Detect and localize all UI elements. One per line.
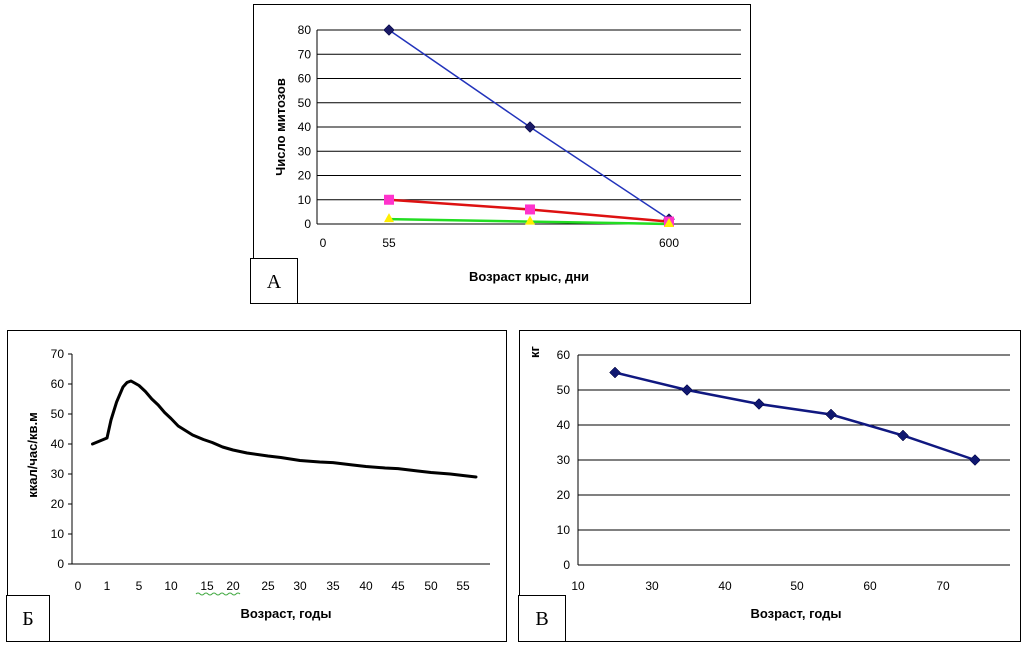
c-y-tick-label: 50 [557, 383, 571, 397]
a-data-point [525, 215, 535, 225]
c-series-line [614, 371, 976, 462]
c-x-tick-label: 10 [571, 579, 585, 593]
c-y-tick-label: 40 [557, 418, 571, 432]
c-y-tick-label: 10 [557, 523, 571, 537]
c-y-tick-label: 30 [557, 453, 571, 467]
a-data-point [384, 194, 394, 205]
a-y-tick-label: 0 [304, 217, 311, 231]
c-data-point [609, 366, 621, 379]
panel-label-a: А [250, 258, 298, 304]
a-y-axis-title: Число митозов [273, 78, 288, 176]
a-x-axis-title: Возраст крыс, дни [469, 269, 589, 284]
chart-panel-b [7, 330, 507, 642]
b-y-tick-label: 60 [51, 377, 65, 391]
c-data-point [753, 398, 765, 410]
c-x-tick-label: 70 [936, 579, 950, 593]
a-y-tick-label: 20 [298, 169, 312, 183]
c-y-axis-title: кг [527, 345, 542, 358]
c-x-tick-label: 60 [863, 579, 877, 593]
b-y-tick-label: 30 [51, 467, 65, 481]
b-y-tick-label: 50 [51, 407, 65, 421]
a-y-tick-label: 50 [298, 96, 312, 110]
b-x-tick-label: 1 [104, 579, 111, 593]
b-y-tick-label: 10 [51, 527, 65, 541]
b-y-axis-title: ккал/час/кв.м [25, 412, 40, 497]
b-x-tick-label: 35 [326, 579, 340, 593]
b-x-axis-title: Возраст, годы [241, 606, 332, 621]
chart-panel-c [519, 330, 1021, 642]
b-series-line [91, 379, 478, 479]
a-data-point [524, 121, 536, 133]
b-y-tick-label: 20 [51, 497, 65, 511]
a-data-point [525, 204, 535, 215]
c-x-tick-label: 30 [645, 579, 659, 593]
c-y-tick-label: 0 [563, 558, 570, 572]
b-x-tick-label: 15 [200, 579, 214, 593]
a-x-tick-label: 55 [382, 236, 396, 250]
b-x-tick-label: 0 [75, 579, 82, 593]
a-y-tick-label: 10 [298, 193, 312, 207]
a-data-point [664, 218, 674, 227]
c-x-tick-label: 50 [790, 579, 804, 593]
c-x-tick-label: 40 [718, 579, 732, 593]
panel-label-b: Б [6, 595, 50, 642]
a-y-tick-label: 70 [298, 47, 312, 61]
c-y-tick-label: 20 [557, 488, 571, 502]
a-y-tick-label: 80 [298, 23, 312, 37]
c-y-tick-label: 60 [557, 348, 571, 362]
b-y-tick-label: 70 [51, 347, 65, 361]
a-y-tick-label: 30 [298, 144, 312, 158]
b-x-tick-label: 55 [456, 579, 470, 593]
a-x-tick-label: 600 [659, 236, 679, 250]
a-y-tick-label: 40 [298, 120, 312, 134]
a-x-tick-label: 0 [320, 236, 327, 250]
a-data-point [384, 213, 394, 223]
b-x-tick-label: 40 [359, 579, 373, 593]
b-x-tick-label: 45 [391, 579, 405, 593]
a-y-tick-label: 60 [298, 72, 312, 86]
b-x-tick-label: 10 [164, 579, 178, 593]
b-x-tick-label: 5 [136, 579, 143, 593]
b-x-tick-label: 25 [261, 579, 275, 593]
b-y-tick-label: 40 [51, 437, 65, 451]
b-spellcheck-underline [195, 592, 241, 596]
c-data-point [969, 454, 981, 466]
c-data-point [681, 384, 693, 396]
c-data-point [897, 429, 909, 442]
b-y-tick-label: 0 [57, 557, 64, 571]
b-x-tick-label: 50 [424, 579, 438, 593]
panel-label-c: В [518, 595, 566, 642]
b-x-tick-label: 20 [226, 579, 240, 593]
b-x-tick-label: 30 [293, 579, 307, 593]
a-data-point [383, 24, 395, 36]
c-data-point [825, 408, 837, 421]
c-x-axis-title: Возраст, годы [751, 606, 842, 621]
